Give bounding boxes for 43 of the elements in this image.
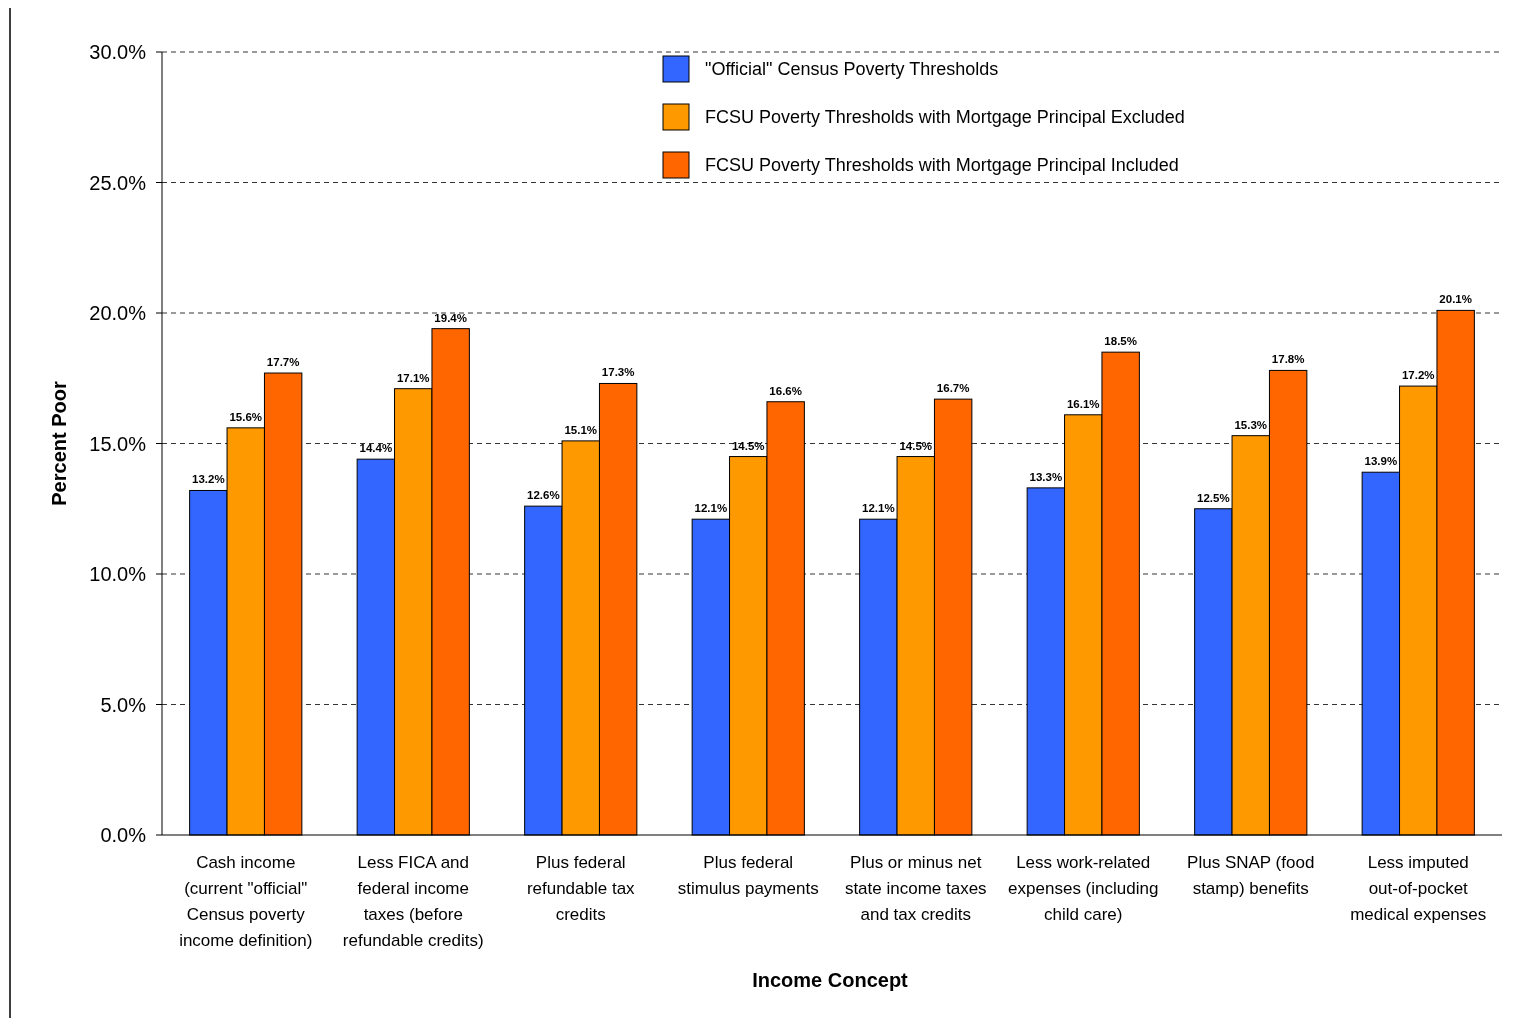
legend-label: "Official" Census Poverty Thresholds xyxy=(705,59,999,80)
y-tick-label: 25.0% xyxy=(89,171,147,194)
data-label: 15.6% xyxy=(229,410,263,423)
data-label: 17.3% xyxy=(601,366,635,379)
data-label: 15.3% xyxy=(1234,418,1268,431)
data-label: 20.1% xyxy=(1439,293,1472,306)
data-label: 13.3% xyxy=(1029,470,1063,483)
x-tick-label: Plus or minus net state income taxes and tax credits xyxy=(844,853,987,924)
data-label: 13.2% xyxy=(192,473,225,486)
y-tick-label: 30.0% xyxy=(89,41,147,63)
x-tick-label: Plus federal stimulus payments xyxy=(677,853,819,898)
y-tick-label: 10.0% xyxy=(89,563,147,585)
legend-label: FCSU Poverty Thresholds with Mortgage Principal Included xyxy=(705,155,1179,176)
x-tick-label: Plus federal refundable tax credits xyxy=(526,853,636,924)
y-tick-label: 5.0% xyxy=(100,693,147,716)
y-tick-label: 15.0% xyxy=(89,432,147,455)
data-label: 14.5% xyxy=(731,439,765,452)
data-label: 12.6% xyxy=(527,489,560,502)
data-label: 16.6% xyxy=(769,384,802,397)
data-label: 12.1% xyxy=(862,502,895,515)
data-label: 16.7% xyxy=(936,382,970,395)
data-label: 14.4% xyxy=(359,442,393,455)
legend-label: FCSU Poverty Thresholds with Mortgage Principal Excluded xyxy=(705,107,1185,128)
data-label: 12.1% xyxy=(694,502,728,515)
data-label: 16.1% xyxy=(1066,397,1100,410)
x-tick-label: Less imputed out-of-pocket medical expenses xyxy=(1350,853,1487,924)
y-axis-title: Percent Poor xyxy=(48,381,70,506)
x-tick-label: Less work-related expenses (including child care) xyxy=(1008,853,1159,924)
data-label: 17.2% xyxy=(1401,369,1435,382)
data-label: 13.9% xyxy=(1364,455,1398,468)
y-tick-label: 0.0% xyxy=(100,824,147,846)
data-label: 17.7% xyxy=(266,356,300,369)
data-label: 12.5% xyxy=(1197,491,1230,504)
y-tick-label: 20.0% xyxy=(89,302,147,324)
data-label: 15.1% xyxy=(564,423,598,436)
data-label: 18.5% xyxy=(1104,335,1137,348)
data-label: 17.1% xyxy=(396,371,430,384)
x-tick-label: Less FICA and federal income taxes (before refundable credits) xyxy=(342,853,484,950)
x-axis-title: Income Concept xyxy=(752,969,909,991)
data-label: 19.4% xyxy=(434,311,467,324)
data-label: 17.8% xyxy=(1271,353,1305,366)
x-tick-label: Plus SNAP (food stamp) benefits xyxy=(1187,853,1315,898)
x-tick-label: Cash income (current "official" Census poverty income definition) xyxy=(179,853,313,950)
